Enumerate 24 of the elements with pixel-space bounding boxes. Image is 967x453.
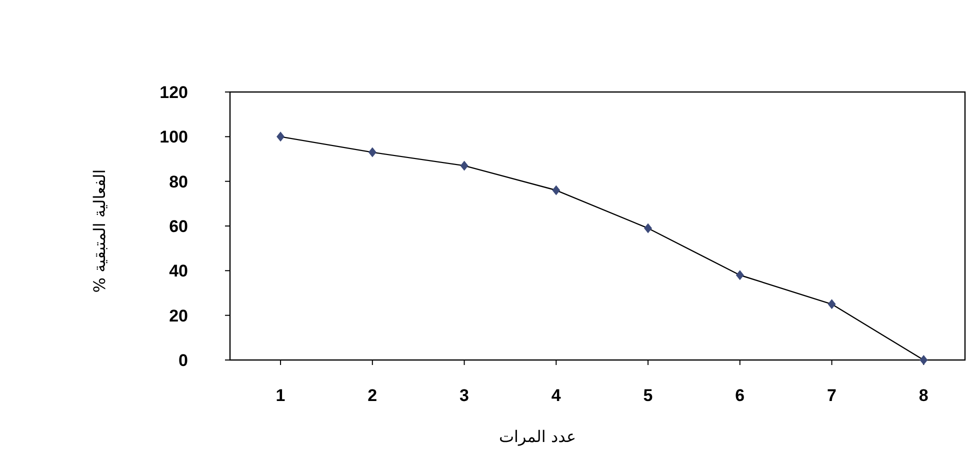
y-tick-label: 100 — [160, 128, 188, 147]
y-axis-title: الفعالية المتبقية % — [90, 169, 109, 293]
point — [552, 185, 560, 196]
point — [276, 132, 285, 142]
y-tick-label: 80 — [169, 172, 188, 192]
y-tick-label: 120 — [160, 83, 188, 102]
x-axis-title: عدد المرات — [498, 427, 576, 446]
y-tick-label: 60 — [169, 217, 188, 236]
point — [736, 270, 744, 280]
y-tick-label: 40 — [169, 262, 188, 281]
y-tick-label: 20 — [169, 306, 188, 326]
x-tick-label: 5 — [643, 386, 653, 405]
x-tick-label: 8 — [918, 386, 928, 405]
point — [368, 147, 376, 158]
x-tick-label: 2 — [368, 386, 378, 405]
x-tick-label: 6 — [735, 386, 745, 405]
x-tick-label: 3 — [460, 386, 470, 405]
y-tick-label: 0 — [178, 351, 188, 370]
point — [644, 223, 652, 234]
point — [828, 299, 836, 310]
x-tick-label: 1 — [276, 386, 286, 405]
x-tick-label: 4 — [551, 386, 562, 405]
point — [460, 160, 468, 171]
x-tick-label: 7 — [827, 386, 837, 405]
